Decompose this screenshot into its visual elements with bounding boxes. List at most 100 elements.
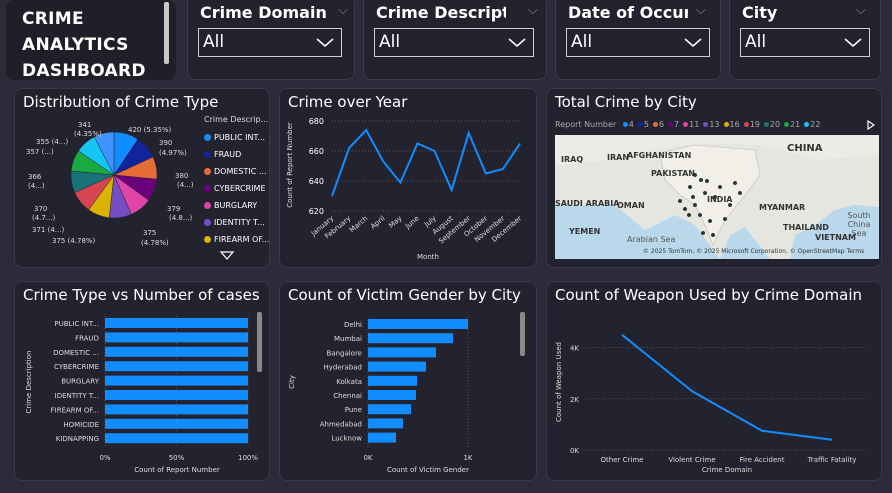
slicer-date-of-occurrence[interactable]: Date of Occur... ⌵ All bbox=[555, 0, 721, 80]
crime-vs-cases-panel[interactable]: Crime Type vs Number of cases 0% 50% 100% P… bbox=[14, 281, 270, 481]
chevron-down-icon[interactable] bbox=[843, 31, 863, 53]
bar[interactable] bbox=[368, 404, 411, 415]
slicer-crime-description[interactable]: Crime Descripti... ⌵ All bbox=[363, 0, 547, 80]
city-marker[interactable] bbox=[713, 195, 717, 199]
bar[interactable] bbox=[105, 318, 248, 328]
map-legend-item[interactable]: 22 bbox=[804, 120, 820, 129]
map-label: MYANMAR bbox=[759, 203, 806, 212]
map-legend-item[interactable]: 5 bbox=[637, 120, 649, 129]
city-marker[interactable] bbox=[693, 203, 697, 207]
city-marker[interactable] bbox=[678, 199, 682, 203]
bar[interactable] bbox=[105, 361, 248, 372]
city-marker[interactable] bbox=[698, 213, 702, 217]
bar-chart[interactable]: 0K 1K Delhi Mumbai Bangalore Hyderabad Kolkata… bbox=[280, 282, 538, 482]
city-marker[interactable] bbox=[718, 185, 722, 189]
bar[interactable] bbox=[368, 319, 468, 329]
bar[interactable] bbox=[368, 375, 417, 386]
victim-gender-panel[interactable]: Count of Victim Gender by City 0K 1K Delhi… bbox=[279, 281, 537, 481]
legend-item[interactable]: IDENTITY T... bbox=[204, 218, 265, 227]
scrollbar[interactable] bbox=[257, 312, 262, 372]
slicer-dropdown[interactable]: All bbox=[740, 28, 870, 57]
city-marker[interactable] bbox=[701, 231, 705, 235]
pie-data-label: 341 bbox=[78, 121, 91, 129]
weapon-by-domain-panel[interactable]: Count of Weapon Used by Crime Domain 4K 2… bbox=[546, 281, 882, 481]
map-legend-item[interactable]: 4 bbox=[622, 120, 634, 129]
pie-chart[interactable]: 341(4.35%) 420 (5.35%)390(4.97%)380(4...)… bbox=[15, 89, 271, 269]
city-marker[interactable] bbox=[703, 191, 707, 195]
slicer-dropdown[interactable]: All bbox=[566, 28, 710, 57]
city-marker[interactable] bbox=[693, 173, 697, 177]
bar[interactable] bbox=[105, 418, 248, 429]
slicer-city[interactable]: City ⌵ All bbox=[729, 0, 881, 80]
bar[interactable] bbox=[368, 390, 416, 400]
scrollbar[interactable] bbox=[520, 312, 525, 356]
legend-item[interactable]: PUBLIC INT... bbox=[204, 133, 265, 142]
bar[interactable] bbox=[105, 433, 248, 444]
map-legend-item[interactable]: 13 bbox=[703, 120, 720, 129]
bar[interactable] bbox=[105, 346, 248, 357]
map-legend-item[interactable]: 6 bbox=[652, 120, 664, 129]
city-marker[interactable] bbox=[691, 195, 695, 199]
slicer-dropdown[interactable]: All bbox=[198, 28, 342, 57]
map-canvas[interactable]: IRAQ IRAN AFGHANISTAN CHINA PAKISTAN SAU… bbox=[555, 135, 879, 259]
legend-item[interactable]: DOMESTIC ... bbox=[204, 167, 267, 176]
bar[interactable] bbox=[105, 390, 248, 400]
legend-marker bbox=[703, 122, 709, 127]
series-line[interactable] bbox=[331, 128, 521, 197]
chevron-down-icon[interactable]: ⌵ bbox=[856, 3, 866, 18]
map-legend-item[interactable]: 16 bbox=[723, 120, 740, 129]
chevron-down-icon[interactable]: ⌵ bbox=[528, 3, 538, 18]
city-marker[interactable] bbox=[733, 181, 737, 185]
city-marker[interactable] bbox=[708, 219, 712, 223]
chevron-down-icon[interactable] bbox=[507, 31, 527, 53]
legend-marker bbox=[637, 122, 643, 127]
map-legend-item[interactable]: 7 bbox=[668, 120, 679, 129]
legend-item[interactable]: BURGLARY bbox=[204, 201, 257, 210]
pie-data-label: 379 bbox=[167, 205, 180, 213]
chevron-down-icon[interactable] bbox=[683, 31, 703, 53]
city-marker[interactable] bbox=[738, 191, 742, 195]
chevron-down-icon[interactable] bbox=[315, 31, 335, 53]
city-marker[interactable] bbox=[683, 207, 687, 211]
slicer-dropdown[interactable]: All bbox=[374, 28, 534, 57]
city-marker[interactable] bbox=[711, 233, 715, 237]
y-tick-label: 680 bbox=[309, 117, 324, 126]
legend-item[interactable]: CYBERCRIME bbox=[204, 184, 266, 193]
pie-slice[interactable] bbox=[93, 131, 115, 176]
logo-scrollbar[interactable] bbox=[164, 2, 169, 64]
legend-scroll-down-icon[interactable] bbox=[220, 251, 234, 261]
chevron-down-icon[interactable]: ⌵ bbox=[338, 3, 348, 18]
bar[interactable] bbox=[368, 361, 426, 372]
chevron-down-icon[interactable]: ⌵ bbox=[696, 3, 706, 18]
city-marker[interactable] bbox=[699, 178, 703, 182]
city-marker[interactable] bbox=[728, 203, 732, 207]
city-marker[interactable] bbox=[705, 179, 709, 183]
series-line[interactable] bbox=[621, 334, 833, 441]
map-markers[interactable] bbox=[555, 135, 879, 259]
legend-marker bbox=[204, 168, 211, 175]
map-legend-item[interactable]: 11 bbox=[683, 120, 699, 129]
map-legend-item[interactable]: 21 bbox=[784, 120, 800, 129]
bar[interactable] bbox=[368, 418, 403, 429]
map-legend-item[interactable]: 19 bbox=[743, 120, 760, 129]
line-chart[interactable]: 4K 2K 0K Other Crime Violent Crime Fire Accid… bbox=[547, 282, 883, 482]
city-marker[interactable] bbox=[723, 217, 727, 221]
bar[interactable] bbox=[105, 332, 248, 343]
legend-item[interactable]: FIREARM OF... bbox=[204, 235, 269, 244]
bar[interactable] bbox=[368, 333, 453, 344]
slicer-crime-domain[interactable]: Crime Domain ⌵ All bbox=[187, 0, 355, 80]
city-marker[interactable] bbox=[687, 213, 691, 217]
city-marker[interactable] bbox=[688, 185, 692, 189]
map-legend-item[interactable]: 20 bbox=[763, 120, 780, 129]
crime-by-city-map-panel[interactable]: Total Crime by City Report Number 4 5 6 7 11… bbox=[546, 88, 882, 268]
bar[interactable] bbox=[105, 375, 248, 386]
bar[interactable] bbox=[105, 404, 248, 415]
bar[interactable] bbox=[368, 432, 396, 443]
legend-next-icon[interactable] bbox=[867, 120, 875, 130]
crime-type-pie-panel[interactable]: Distribution of Crime Type 341 (4.35%) 420… bbox=[14, 88, 270, 268]
crime-over-year-panel[interactable]: Crime over Year 680 660 640 620 January Febru… bbox=[279, 88, 537, 268]
legend-item[interactable]: FRAUD bbox=[204, 150, 241, 159]
bar[interactable] bbox=[368, 347, 436, 358]
